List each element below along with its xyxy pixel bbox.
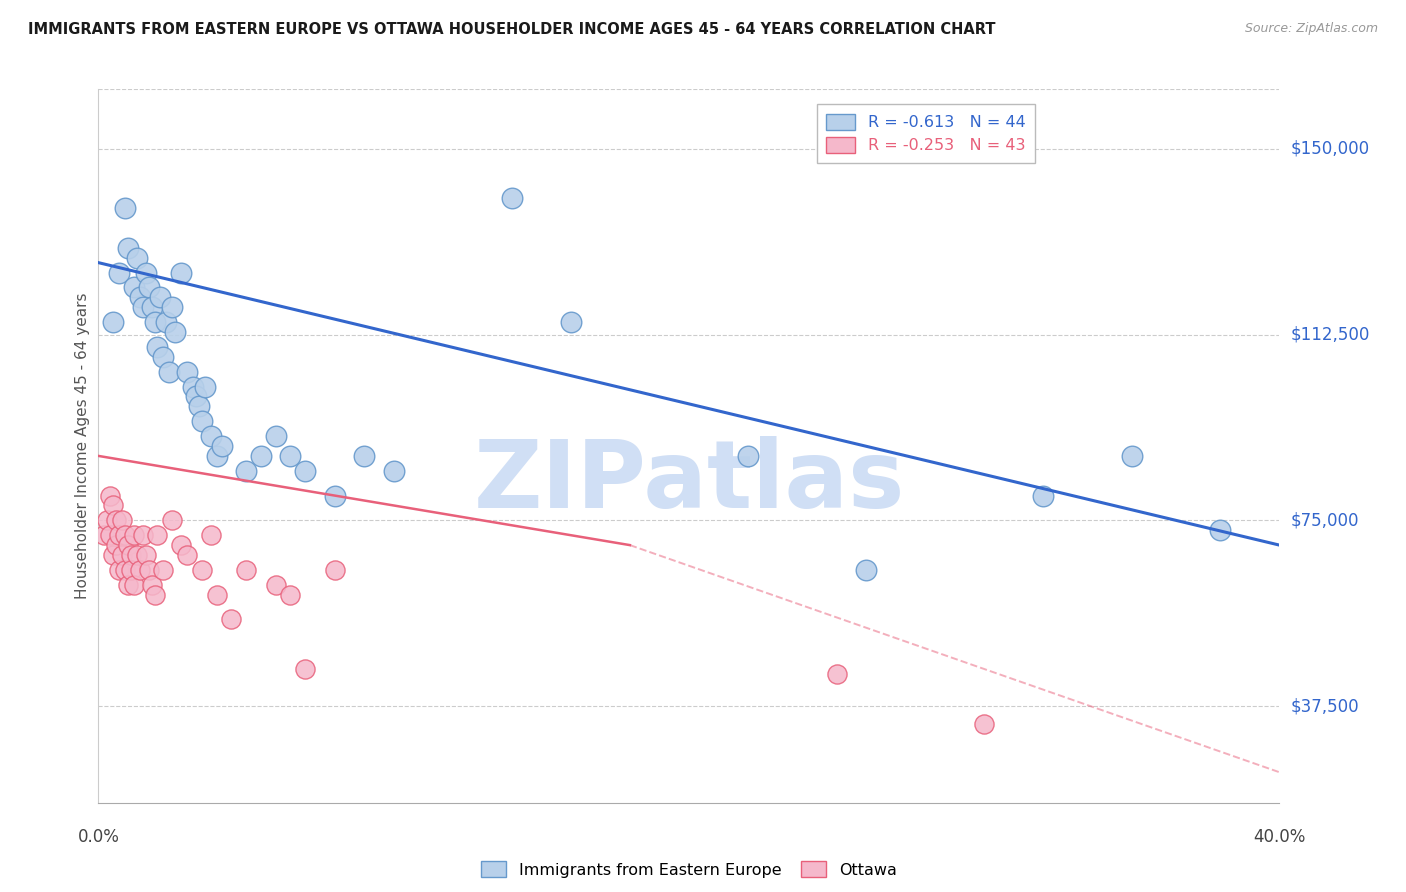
Point	[165, 325, 187, 339]
Point	[105, 538, 128, 552]
Point	[143, 588, 166, 602]
Point	[132, 528, 155, 542]
Point	[132, 300, 155, 314]
Point	[162, 513, 183, 527]
Point	[143, 315, 166, 329]
Point	[146, 340, 169, 354]
Point	[176, 365, 198, 379]
Point	[128, 563, 150, 577]
Point	[117, 241, 139, 255]
Text: IMMIGRANTS FROM EASTERN EUROPE VS OTTAWA HOUSEHOLDER INCOME AGES 45 - 64 YEARS C: IMMIGRANTS FROM EASTERN EUROPE VS OTTAWA…	[28, 22, 995, 37]
Point	[98, 489, 121, 503]
Text: $37,500: $37,500	[1291, 698, 1360, 715]
Point	[382, 464, 405, 478]
Point	[93, 528, 115, 542]
Point	[825, 667, 848, 681]
Point	[855, 563, 877, 577]
Text: 0.0%: 0.0%	[77, 828, 120, 846]
Point	[125, 548, 148, 562]
Point	[103, 548, 125, 562]
Point	[278, 449, 302, 463]
Point	[108, 563, 131, 577]
Legend: R = -0.613   N = 44, R = -0.253   N = 43: R = -0.613 N = 44, R = -0.253 N = 43	[817, 104, 1035, 163]
Point	[152, 350, 174, 364]
Point	[353, 449, 375, 463]
Point	[98, 528, 121, 542]
Point	[1121, 449, 1143, 463]
Point	[114, 563, 136, 577]
Point	[191, 563, 214, 577]
Point	[122, 280, 145, 294]
Point	[205, 588, 228, 602]
Point	[146, 528, 169, 542]
Point	[135, 548, 157, 562]
Point	[294, 464, 316, 478]
Point	[737, 449, 759, 463]
Point	[120, 548, 142, 562]
Point	[141, 578, 163, 592]
Point	[194, 379, 217, 393]
Point	[264, 429, 287, 443]
Text: $75,000: $75,000	[1291, 511, 1360, 529]
Point	[122, 528, 145, 542]
Point	[128, 290, 150, 304]
Text: Source: ZipAtlas.com: Source: ZipAtlas.com	[1244, 22, 1378, 36]
Point	[170, 538, 193, 552]
Point	[205, 449, 228, 463]
Point	[184, 389, 207, 403]
Point	[114, 201, 136, 215]
Point	[157, 365, 180, 379]
Point	[200, 528, 222, 542]
Text: $150,000: $150,000	[1291, 140, 1369, 158]
Point	[149, 290, 172, 304]
Y-axis label: Householder Income Ages 45 - 64 years: Householder Income Ages 45 - 64 years	[75, 293, 90, 599]
Point	[138, 280, 160, 294]
Point	[250, 449, 273, 463]
Point	[181, 379, 204, 393]
Point	[176, 548, 198, 562]
Point	[211, 439, 233, 453]
Point	[155, 315, 177, 329]
Point	[138, 563, 160, 577]
Point	[278, 588, 302, 602]
Point	[117, 538, 139, 552]
Legend: Immigrants from Eastern Europe, Ottawa: Immigrants from Eastern Europe, Ottawa	[474, 855, 904, 884]
Text: 40.0%: 40.0%	[1253, 828, 1306, 846]
Point	[108, 266, 131, 280]
Point	[162, 300, 183, 314]
Text: ZIPatlas: ZIPatlas	[474, 435, 904, 528]
Point	[152, 563, 174, 577]
Point	[103, 315, 125, 329]
Point	[501, 191, 523, 205]
Point	[187, 400, 209, 414]
Point	[170, 266, 193, 280]
Point	[235, 464, 257, 478]
Point	[235, 563, 257, 577]
Point	[117, 578, 139, 592]
Point	[120, 563, 142, 577]
Point	[294, 662, 316, 676]
Point	[323, 563, 346, 577]
Point	[111, 548, 134, 562]
Point	[125, 251, 148, 265]
Point	[560, 315, 582, 329]
Point	[105, 513, 128, 527]
Point	[141, 300, 163, 314]
Point	[108, 528, 131, 542]
Point	[1209, 523, 1232, 537]
Point	[111, 513, 134, 527]
Point	[114, 528, 136, 542]
Point	[323, 489, 346, 503]
Point	[219, 612, 242, 626]
Point	[103, 499, 125, 513]
Point	[264, 578, 287, 592]
Point	[191, 414, 214, 428]
Point	[122, 578, 145, 592]
Text: $112,500: $112,500	[1291, 326, 1369, 343]
Point	[200, 429, 222, 443]
Point	[135, 266, 157, 280]
Point	[1032, 489, 1054, 503]
Point	[973, 716, 995, 731]
Point	[96, 513, 118, 527]
